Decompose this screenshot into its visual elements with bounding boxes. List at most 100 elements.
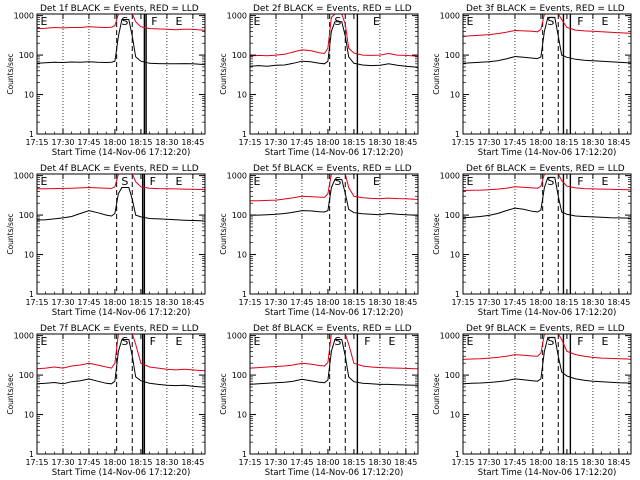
y-tick-label: 1 (29, 290, 34, 299)
y-axis-label: Counts/sec (432, 53, 441, 94)
x-tick-label: 18:00 (529, 138, 552, 147)
x-tick-label: 18:15 (555, 458, 578, 467)
x-tick-label: 18:30 (155, 298, 178, 307)
lld-series-line (250, 174, 418, 202)
panel-title: Det 9f BLACK = Events, RED = LLD (466, 324, 625, 334)
panel-title: Det 5f BLACK = Events, RED = LLD (253, 164, 412, 174)
lld-series-line (37, 334, 205, 372)
letter-source: S (547, 335, 554, 348)
letter-flare: F (577, 15, 583, 28)
x-tick-label: 17:30 (477, 298, 500, 307)
x-tick-label: 18:30 (368, 298, 391, 307)
letter-source: S (121, 175, 128, 188)
events-series-line (250, 179, 418, 216)
letter-source: S (121, 335, 128, 348)
y-tick-label: 10 (450, 91, 460, 100)
y-tick-label: 100 (232, 371, 247, 380)
y-axis-label: Counts/sec (219, 213, 228, 254)
x-tick-label: 18:45 (394, 458, 417, 467)
x-tick-label: 18:15 (342, 458, 365, 467)
x-tick-label: 18:15 (342, 138, 365, 147)
x-tick-label: 18:00 (103, 298, 126, 307)
events-series-line (250, 339, 418, 386)
y-axis-label: Counts/sec (6, 213, 15, 254)
y-axis-label: Counts/sec (432, 213, 441, 254)
lld-series-line (463, 14, 631, 37)
y-tick-label: 1 (455, 130, 460, 139)
y-tick-label: 100 (232, 51, 247, 60)
x-tick-label: 18:00 (316, 458, 339, 467)
x-tick-label: 18:15 (129, 138, 152, 147)
y-tick-label: 100 (232, 211, 247, 220)
x-axis-label: Start Time (14-Nov-06 17:12:20) (478, 468, 617, 478)
y-tick-label: 1000 (227, 12, 247, 21)
letter-background-right: E (176, 15, 183, 28)
plot-frame (249, 173, 419, 295)
x-tick-label: 17:45 (503, 138, 526, 147)
y-tick-label: 10 (237, 251, 247, 260)
x-tick-label: 17:45 (77, 138, 100, 147)
x-tick-label: 17:45 (77, 298, 100, 307)
x-axis-label: Start Time (14-Nov-06 17:12:20) (265, 468, 404, 478)
x-tick-label: 17:15 (451, 138, 474, 147)
y-tick-label: 10 (237, 91, 247, 100)
letter-source: S (334, 335, 341, 348)
y-axis-label: Counts/sec (219, 53, 228, 94)
x-tick-label: 17:30 (264, 138, 287, 147)
letter-background-left: E (40, 175, 47, 188)
lld-series-line (463, 334, 631, 360)
events-series-line (250, 21, 418, 69)
x-tick-label: 17:15 (238, 298, 261, 307)
y-tick-label: 1000 (227, 332, 247, 341)
letter-background-left: E (253, 335, 260, 348)
letter-flare: F (577, 335, 583, 348)
y-axis-label: Counts/sec (6, 53, 15, 94)
x-axis-label: Start Time (14-Nov-06 17:12:20) (478, 148, 617, 158)
y-tick-label: 10 (24, 91, 34, 100)
x-tick-label: 18:15 (342, 298, 365, 307)
y-tick-label: 1 (455, 290, 460, 299)
x-tick-label: 18:30 (368, 138, 391, 147)
events-series-line (37, 339, 205, 388)
x-tick-label: 17:30 (51, 458, 74, 467)
plot-frame (36, 173, 206, 295)
x-tick-label: 18:45 (394, 138, 417, 147)
y-tick-label: 1000 (14, 172, 34, 181)
letter-background-left: E (40, 15, 47, 28)
y-tick-label: 10 (237, 411, 247, 420)
y-tick-label: 100 (445, 211, 460, 220)
events-series-line (37, 19, 205, 65)
plot-frame (249, 333, 419, 455)
letter-background-right: E (602, 175, 609, 188)
y-tick-label: 10 (24, 411, 34, 420)
letter-background-right: E (373, 15, 380, 28)
x-tick-label: 17:45 (77, 458, 100, 467)
x-tick-label: 17:15 (238, 138, 261, 147)
letter-background-left: E (466, 15, 473, 28)
x-axis-label: Start Time (14-Nov-06 17:12:20) (265, 148, 404, 158)
lld-series-line (250, 14, 418, 57)
plot-frame (462, 333, 632, 455)
letter-background-left: E (253, 15, 260, 28)
y-tick-label: 100 (19, 211, 34, 220)
letter-flare: F (150, 175, 156, 188)
y-tick-label: 1 (455, 450, 460, 459)
x-tick-label: 18:30 (581, 458, 604, 467)
x-axis-label: Start Time (14-Nov-06 17:12:20) (52, 468, 191, 478)
x-tick-label: 17:30 (477, 458, 500, 467)
x-tick-label: 17:15 (25, 458, 48, 467)
x-tick-label: 18:30 (581, 138, 604, 147)
x-tick-label: 18:15 (555, 298, 578, 307)
y-tick-label: 1 (242, 130, 247, 139)
x-tick-label: 17:45 (290, 138, 313, 147)
letter-flare: F (150, 335, 156, 348)
letter-background-right: E (176, 175, 183, 188)
